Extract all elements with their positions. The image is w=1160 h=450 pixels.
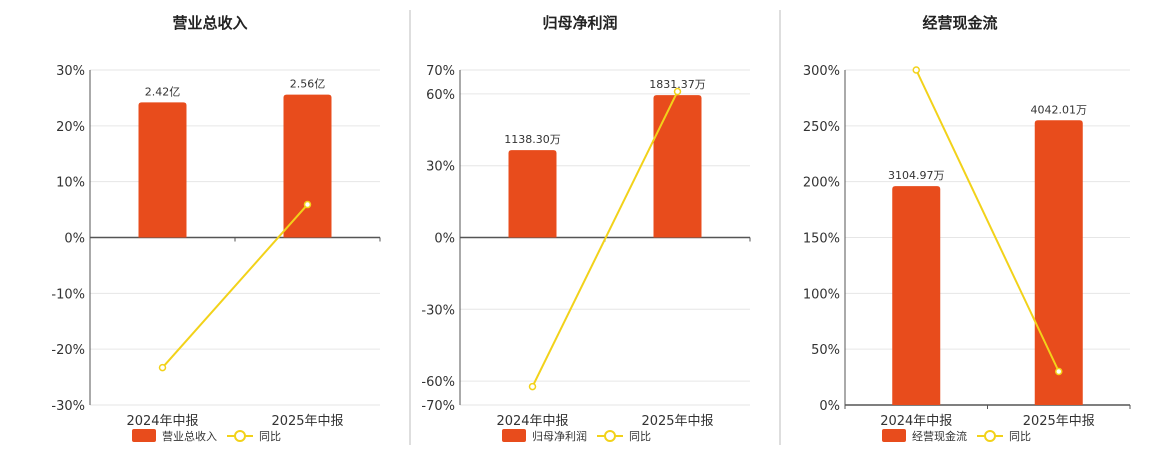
- bar: [508, 150, 557, 238]
- yoy-line: [531, 91, 679, 388]
- bar-data-label: 1138.30万: [504, 133, 561, 146]
- chart-title: 经营现金流: [922, 14, 997, 32]
- bar: [1034, 120, 1083, 405]
- y-tick-label: 200%: [803, 176, 840, 191]
- legend-bar-swatch: [882, 429, 906, 442]
- yoy-point: [158, 363, 167, 372]
- chart-panel-2: 归母净利润 70% 60% 30% 0% -30% -60% -70% 2024年中报 2025年…: [421, 14, 751, 443]
- x-tick-label: 2025年中报: [1023, 414, 1095, 429]
- y-tick-label: 0%: [64, 232, 85, 247]
- y-tick-label: 100%: [803, 287, 840, 302]
- x-tick-label: 2024年中报: [496, 414, 568, 429]
- y-tick-label: 70%: [426, 64, 455, 79]
- y-tick-label: 60%: [426, 88, 455, 103]
- yoy-line: [915, 69, 1060, 372]
- chart-title: 营业总收入: [172, 14, 247, 32]
- y-tick-label: 30%: [426, 160, 455, 175]
- y-tick-label: 0%: [434, 232, 455, 247]
- y-tick-label: 250%: [803, 120, 840, 135]
- yoy-point: [303, 200, 312, 209]
- y-tick-label: -20%: [51, 343, 85, 358]
- yoy-point: [528, 382, 537, 391]
- legend-line-marker: [984, 430, 996, 442]
- legend-bar-label: 营业总收入: [162, 429, 217, 443]
- legend: 营业总收入 同比: [132, 429, 281, 443]
- y-tick-label: 30%: [56, 64, 85, 79]
- bar-data-label: 2.56亿: [290, 78, 326, 91]
- chart-panel-3: 经营现金流 300% 250% 200% 150% 100% 50% 0% 2024年中报 202…: [803, 14, 1131, 443]
- bar-data-label: 4042.01万: [1031, 103, 1088, 116]
- y-tick-label: 0%: [819, 399, 840, 414]
- y-tick-label: 300%: [803, 64, 840, 79]
- legend-line-label: 同比: [1009, 430, 1031, 443]
- legend-line-marker: [604, 430, 616, 442]
- legend-bar-swatch: [132, 429, 156, 442]
- legend-bar-label: 归母净利润: [532, 429, 587, 443]
- yoy-point: [912, 66, 920, 74]
- legend-bar-label: 经营现金流: [912, 429, 967, 443]
- y-tick-label: 10%: [56, 176, 85, 191]
- y-tick-label: -10%: [51, 287, 85, 302]
- y-tick-label: -60%: [421, 375, 455, 390]
- bar: [138, 102, 187, 238]
- x-tick-label: 2024年中报: [880, 414, 952, 429]
- bar-data-label: 3104.97万: [888, 169, 945, 182]
- yoy-point: [1055, 367, 1063, 376]
- y-tick-label: 150%: [803, 232, 840, 247]
- bar: [653, 95, 702, 238]
- bar-data-label: 2.42亿: [145, 85, 181, 98]
- bar-data-label: 1831.37万: [649, 78, 706, 91]
- y-tick-label: -30%: [51, 399, 85, 414]
- legend-line-marker: [234, 430, 246, 442]
- legend: 经营现金流 同比: [882, 429, 1031, 443]
- chart-panel-1: 营业总收入 30% 20% 10% 0% -10% -20% -30% 2024年中报 2025年…: [51, 14, 381, 443]
- legend-line-label: 同比: [259, 430, 281, 443]
- chart-title: 归母净利润: [542, 14, 617, 32]
- y-tick-label: 50%: [811, 343, 840, 358]
- yoy-line: [161, 203, 309, 369]
- x-tick-label: 2025年中报: [271, 414, 343, 429]
- legend-line-label: 同比: [629, 430, 651, 443]
- bar: [283, 94, 332, 238]
- y-tick-label: -30%: [421, 303, 455, 318]
- yoy-point: [673, 87, 682, 96]
- y-tick-label: -70%: [421, 399, 455, 414]
- x-tick-label: 2025年中报: [641, 414, 713, 429]
- legend-bar-swatch: [502, 429, 526, 442]
- bar: [892, 186, 941, 405]
- y-tick-label: 20%: [56, 120, 85, 135]
- x-tick-label: 2024年中报: [126, 414, 198, 429]
- legend: 归母净利润 同比: [502, 429, 651, 443]
